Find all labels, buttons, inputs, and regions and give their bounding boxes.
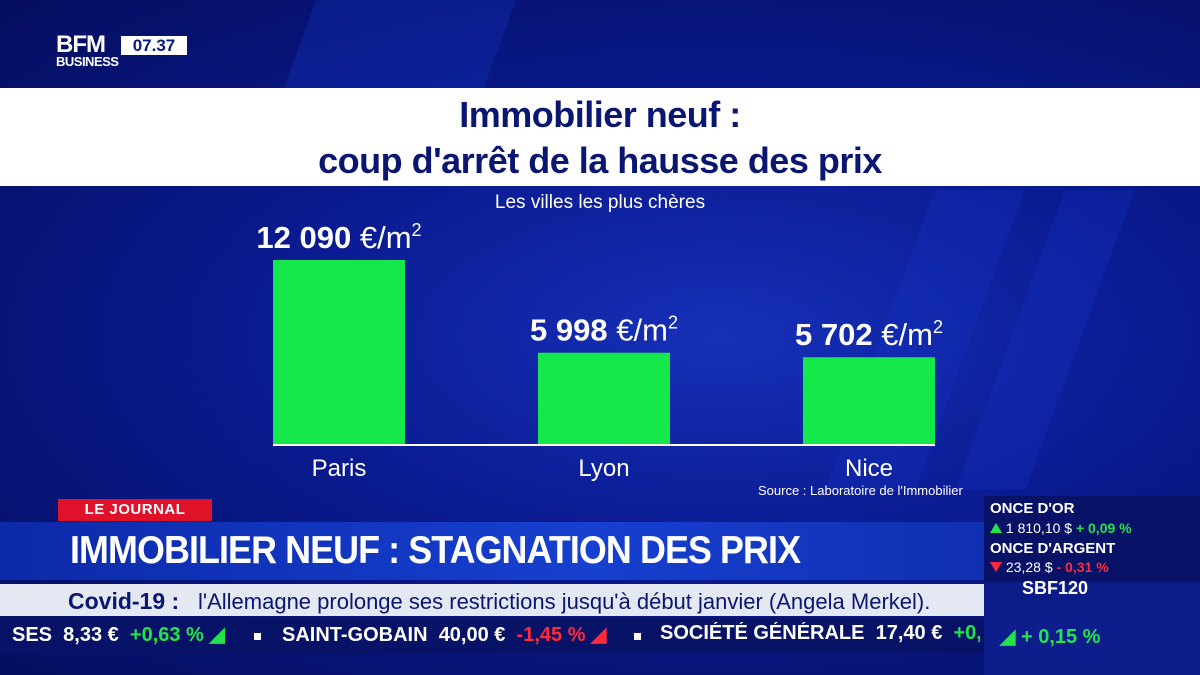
page-title-line2: coup d'arrêt de la hausse des prix	[318, 140, 882, 181]
stock-change: +0,9	[953, 622, 980, 644]
stock-name: SAINT-GOBAIN	[282, 624, 428, 646]
up-arrow-icon: ◢	[1000, 626, 1016, 648]
stock-price: 17,40 €	[875, 622, 943, 644]
gold-change: + 0,09 %	[1075, 520, 1132, 536]
stock-change: +0,63 %	[129, 624, 204, 646]
stock-name: SOCIÉTÉ GÉNÉRALE	[660, 622, 865, 644]
headline-band	[0, 522, 990, 580]
headline: IMMOBILIER NEUF : STAGNATION DES PRIX	[70, 529, 801, 572]
index-change: + 0,15 %	[1020, 626, 1101, 648]
gold-price: 1 810,10 $	[1005, 520, 1073, 536]
stock-ses: SES 8,33 € +0,63 % ◢	[12, 622, 225, 647]
tick-label: Nice	[845, 455, 893, 482]
index-name: SBF120	[1022, 578, 1089, 598]
data-label: 12 090 €/m2	[256, 220, 421, 255]
up-arrow-icon: ◢	[209, 624, 225, 646]
stock-price: 40,00 €	[438, 624, 506, 646]
bar-nice	[803, 357, 935, 444]
tick-label: Lyon	[578, 455, 629, 482]
clock: 07.37	[121, 36, 187, 55]
tick-label: Paris	[312, 455, 367, 482]
bfm-business-logo: BFM BUSINESS	[56, 31, 119, 69]
index-change-panel	[984, 618, 1200, 675]
gold-label: ONCE D'OR	[990, 500, 1075, 517]
data-label: 5 998 €/m2	[530, 313, 678, 348]
stock-name: SES	[12, 624, 53, 646]
stock-price: 8,33 €	[63, 624, 119, 646]
chart-source: Source : Laboratoire de l'Immobilier	[758, 483, 963, 498]
bar-chart: 12 090 €/m2 Paris 5 998 €/m2 Lyon 5 702 €/m2…	[256, 220, 943, 482]
show-tag: LE JOURNAL	[58, 499, 212, 521]
separator-dot	[254, 633, 261, 640]
bar-lyon	[538, 352, 670, 444]
stock-saint-gobain: SAINT-GOBAIN 40,00 € -1,45 % ◢	[282, 622, 606, 647]
stock-societe-generale: SOCIÉTÉ GÉNÉRALE 17,40 € +0,9	[660, 622, 980, 645]
index-band	[984, 582, 1200, 618]
silver-quote: 23,28 $ - 0,31 %	[990, 559, 1109, 575]
page-title-line1: Immobilier neuf :	[459, 94, 741, 135]
logo-sub: BUSINESS	[56, 54, 119, 69]
data-label: 5 702 €/m2	[795, 317, 943, 352]
ticker-text: l'Allemagne prolonge ses restrictions ju…	[198, 589, 931, 614]
index-quote: ◢ + 0,15 %	[1000, 624, 1100, 649]
gold-quote: 1 810,10 $ + 0,09 %	[990, 520, 1132, 536]
logo-main: BFM	[56, 31, 106, 58]
news-ticker-band	[0, 584, 984, 616]
title-band	[0, 88, 1200, 186]
separator-dot	[634, 633, 641, 640]
silver-change: - 0,31 %	[1056, 559, 1109, 575]
ticker-topic: Covid-19 :	[68, 588, 180, 614]
silver-label: ONCE D'ARGENT	[990, 540, 1116, 557]
bar-paris	[273, 260, 405, 444]
silver-price: 23,28 $	[1005, 559, 1053, 575]
up-arrow-icon	[990, 523, 1002, 533]
chart-title: Les villes les plus chères	[494, 192, 706, 213]
stock-change: -1,45 %	[516, 624, 586, 646]
market-panel	[984, 496, 1200, 582]
down-arrow-icon	[990, 562, 1002, 572]
down-arrow-icon: ◢	[591, 624, 607, 646]
